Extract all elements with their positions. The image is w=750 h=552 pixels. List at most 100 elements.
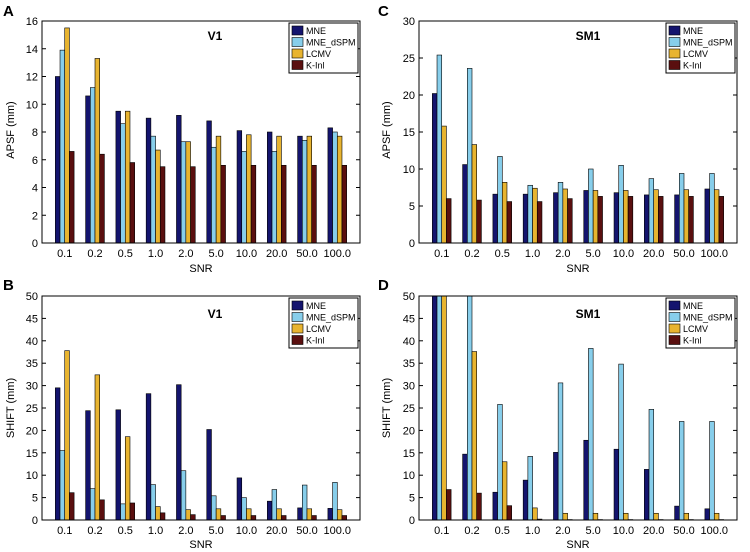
- bar-lcmv: [246, 134, 252, 244]
- y-tick-label: 30: [26, 381, 38, 393]
- x-tick-label: 1.0: [525, 248, 540, 260]
- y-tick-label: 8: [32, 127, 38, 139]
- bar-k-inl: [281, 515, 287, 521]
- legend-label: LCMV: [306, 324, 331, 334]
- bar-lcmv: [276, 508, 282, 521]
- bar-lcmv: [683, 512, 689, 521]
- bar-mne-dspm: [150, 484, 156, 521]
- bar-k-inl: [69, 492, 75, 521]
- bar-lcmv: [713, 189, 720, 244]
- bar-k-inl: [250, 515, 257, 521]
- bar-k-inl: [250, 165, 257, 244]
- bar-mne: [206, 120, 212, 244]
- legend-label: MNE: [683, 26, 703, 36]
- bar-lcmv: [623, 190, 629, 244]
- y-tick-label: 15: [26, 448, 38, 460]
- x-tick-label: 0.1: [57, 248, 72, 260]
- y-tick-label: 25: [403, 53, 415, 65]
- x-tick-label: 10.0: [613, 248, 634, 260]
- bar-mne-dspm: [271, 489, 278, 521]
- x-tick-label: 50.0: [296, 525, 317, 537]
- plot-frame: [41, 295, 361, 521]
- chart-title: SM1: [576, 307, 601, 321]
- bar-mne-dspm: [90, 488, 96, 521]
- bar-lcmv: [64, 27, 70, 244]
- bar-lcmv: [683, 189, 689, 244]
- x-tick-label: 20.0: [643, 525, 664, 537]
- bars: [55, 350, 347, 521]
- bar-mne: [176, 384, 182, 521]
- bar-k-inl: [129, 162, 135, 244]
- bar-mne: [267, 500, 273, 521]
- plot-frame: [41, 20, 361, 244]
- y-tick-label: 0: [32, 515, 38, 527]
- bar-k-inl: [129, 502, 135, 521]
- y-tick-label: 40: [403, 336, 415, 348]
- y-tick-label: 0: [409, 515, 415, 527]
- x-ticks: 0.1 0.2 0.5 1.0 2.0 5.0 10.0 20.0 50.0 100.0: [434, 516, 728, 537]
- bar-mne: [462, 164, 468, 244]
- bar-lcmv: [276, 135, 282, 244]
- x-tick-label: 2.0: [178, 248, 193, 260]
- legend-swatch: [291, 60, 304, 70]
- bar-lcmv: [441, 295, 447, 521]
- bar-mne: [55, 76, 61, 244]
- legend-swatch: [291, 300, 304, 311]
- bar-mne: [674, 505, 680, 521]
- legend-swatch: [668, 60, 681, 70]
- bar-mne-dspm: [150, 135, 156, 244]
- x-tick-label: 50.0: [296, 248, 317, 260]
- bar-lcmv: [306, 135, 312, 244]
- y-tick-label: 35: [26, 358, 38, 370]
- x-axis-label: SNR: [189, 263, 212, 275]
- x-tick-label: 0.2: [87, 248, 102, 260]
- bar-k-inl: [69, 151, 75, 244]
- bar-lcmv: [592, 512, 599, 521]
- y-tick-label: 50: [26, 291, 38, 303]
- chart-panel-b: B SHIFT (mm) V1 SNR 0 5 10 15 20 25 30 35 40 45 50…: [3, 277, 361, 551]
- bar-mne: [432, 93, 438, 244]
- bar-mne-dspm: [497, 404, 503, 521]
- legend-swatch: [291, 25, 304, 36]
- y-tick-label: 30: [403, 381, 415, 393]
- bar-lcmv: [471, 144, 477, 244]
- bar-mne: [522, 193, 529, 244]
- legend-swatch: [291, 37, 304, 47]
- bar-mne: [583, 190, 589, 244]
- y-tick-label: 30: [403, 16, 415, 28]
- bar-k-inl: [597, 196, 603, 244]
- x-tick-label: 2.0: [555, 525, 570, 537]
- x-tick-label: 5.0: [208, 248, 223, 260]
- x-tick-label: 0.1: [434, 525, 449, 537]
- bar-lcmv: [653, 512, 659, 521]
- bar-mne: [432, 295, 438, 521]
- bar-lcmv: [124, 436, 131, 521]
- y-tick-label: 20: [403, 90, 415, 102]
- bar-mne: [327, 127, 333, 244]
- bar-k-inl: [446, 489, 452, 521]
- legend-label: MNE: [683, 301, 703, 311]
- legend-label: MNE: [306, 301, 326, 311]
- bar-mne: [327, 508, 333, 521]
- x-tick-label: 20.0: [643, 248, 664, 260]
- bar-k-inl: [99, 153, 105, 244]
- legend-swatch: [291, 48, 304, 59]
- x-tick-label: 100.0: [324, 525, 352, 537]
- bar-mne: [704, 508, 710, 521]
- bar-k-inl: [567, 198, 573, 244]
- bar-mne-dspm: [436, 54, 443, 244]
- bar-lcmv: [64, 350, 70, 521]
- bar-k-inl: [536, 201, 543, 244]
- bar-mne: [297, 507, 303, 521]
- bar-lcmv: [94, 374, 100, 521]
- x-tick-label: 1.0: [525, 525, 540, 537]
- x-axis-label: SNR: [566, 539, 589, 551]
- bar-mne-dspm: [302, 140, 308, 244]
- y-ticks: 0 5 10 15 20 25 30 35 40 45 50: [403, 291, 737, 527]
- bar-mne-dspm: [709, 421, 715, 521]
- x-tick-label: 0.2: [464, 525, 479, 537]
- bar-mne: [644, 469, 650, 521]
- bar-mne-dspm: [648, 178, 655, 244]
- bar-k-inl: [99, 499, 105, 521]
- bar-mne: [553, 192, 559, 244]
